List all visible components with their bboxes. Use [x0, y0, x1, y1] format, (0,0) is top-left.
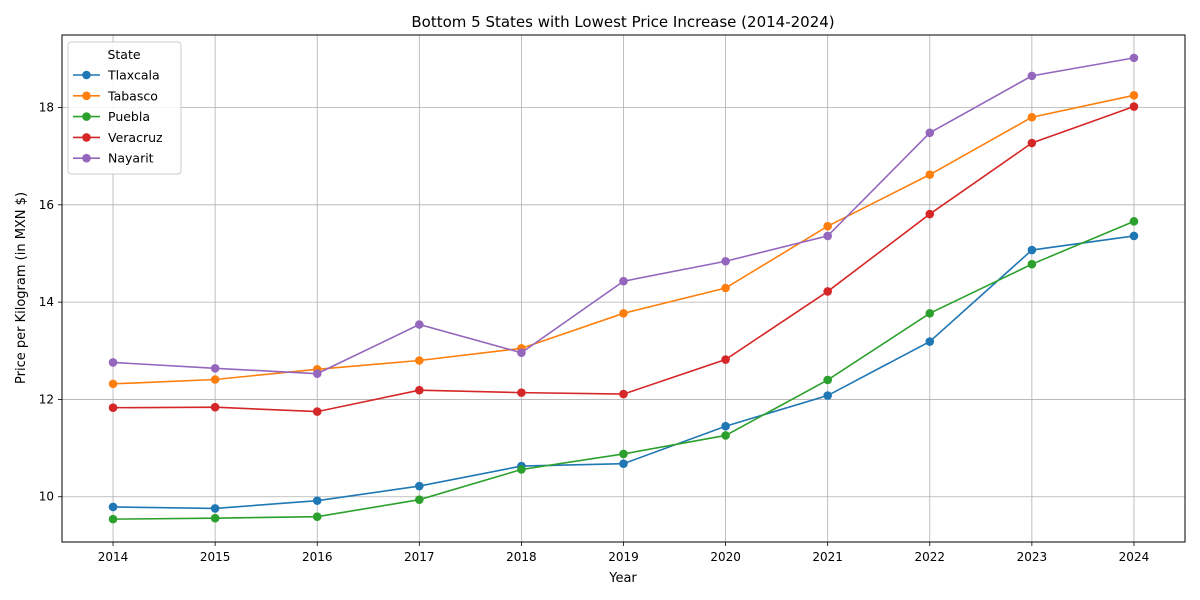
x-tick-label: 2020 [710, 550, 741, 564]
x-tick-label: 2024 [1119, 550, 1150, 564]
data-point [210, 402, 220, 412]
data-point [415, 320, 424, 329]
data-point [1027, 112, 1037, 122]
data-point [1129, 231, 1139, 241]
data-point [312, 369, 322, 378]
data-point [823, 391, 832, 400]
data-point [210, 375, 220, 384]
data-point [415, 495, 424, 504]
data-point [925, 209, 935, 219]
data-point [1129, 53, 1139, 63]
data-point [823, 231, 832, 241]
x-tick-label: 2016 [302, 550, 333, 564]
data-point [619, 389, 628, 399]
data-point [925, 170, 935, 179]
series-veracruz [108, 102, 1139, 416]
y-tick-label: 16 [39, 198, 54, 212]
data-point [415, 385, 424, 395]
data-point [108, 403, 118, 413]
x-tick-label: 2023 [1017, 550, 1048, 564]
data-point [210, 513, 220, 523]
data-point [721, 421, 730, 431]
axis-layer: 2014 2015 2016 2017 2018 2019 2020 2021 2022 2023… [39, 100, 1150, 564]
data-point [823, 375, 832, 385]
data-point [721, 283, 730, 293]
data-point [619, 276, 628, 286]
legend-marker [82, 91, 91, 101]
legend-marker [82, 133, 91, 142]
legend-label: Puebla [108, 109, 150, 124]
data-point [619, 309, 628, 318]
data-point [925, 309, 935, 318]
data-point [721, 431, 730, 440]
data-point [108, 358, 118, 367]
legend-item-tlaxcala: Tlaxcala [73, 68, 160, 83]
legend-label: Tlaxcala [107, 68, 160, 83]
data-point [823, 221, 832, 231]
data-point [619, 459, 628, 468]
x-tick-label: 2021 [812, 550, 843, 564]
series-puebla [108, 217, 1139, 524]
legend-marker [82, 70, 91, 80]
x-tick-label: 2022 [914, 550, 945, 564]
legend-label: Tabasco [107, 88, 158, 103]
x-tick-label: 2019 [608, 550, 639, 564]
data-point [1027, 259, 1037, 269]
data-point [1129, 102, 1139, 111]
data-point [721, 256, 730, 266]
legend-item-puebla: Puebla [73, 109, 150, 124]
grid-layer [62, 35, 1185, 542]
y-tick-label: 14 [39, 295, 54, 309]
data-point [823, 287, 832, 296]
data-point [108, 379, 118, 389]
data-point [517, 348, 526, 358]
legend-item-tabasco: Tabasco [73, 88, 158, 103]
data-point [312, 407, 322, 416]
series-layer [108, 53, 1139, 524]
data-point [108, 502, 118, 512]
data-point [108, 514, 118, 524]
legend-item-nayarit: Nayarit [73, 151, 154, 166]
data-point [721, 355, 730, 364]
data-point [312, 512, 322, 521]
data-point [517, 465, 526, 474]
data-point [1129, 217, 1139, 226]
legend-marker [82, 112, 91, 121]
data-point [312, 496, 322, 505]
data-point [415, 356, 424, 365]
x-tick-label: 2014 [98, 550, 129, 564]
chart-title: Bottom 5 States with Lowest Price Increa… [411, 13, 834, 31]
legend-items: Tlaxcala Tabasco Puebla Veracruz Nayarit [73, 68, 163, 166]
data-point [1027, 71, 1037, 81]
data-point [210, 504, 220, 513]
series-tlaxcala [108, 231, 1139, 513]
x-tick-label: 2015 [200, 550, 231, 564]
legend: State Tlaxcala Tabasco Puebla Veracruz Nayar… [67, 41, 182, 175]
legend-title: State [107, 47, 140, 62]
y-tick-label: 18 [39, 100, 54, 114]
data-point [1027, 245, 1037, 255]
data-point [415, 481, 424, 491]
data-point [210, 363, 220, 373]
data-point [517, 388, 526, 397]
x-tick-label: 2018 [506, 550, 537, 564]
y-tick-label: 12 [39, 392, 54, 406]
x-axis-label: Year [608, 571, 637, 586]
data-point [1027, 138, 1037, 148]
data-point [925, 128, 935, 138]
legend-item-veracruz: Veracruz [73, 130, 163, 145]
series-nayarit [108, 53, 1139, 378]
legend-label: Veracruz [108, 130, 163, 145]
data-point [619, 449, 628, 459]
y-tick-label: 10 [39, 490, 54, 504]
legend-marker [82, 153, 91, 163]
legend-label: Nayarit [108, 151, 154, 166]
data-point [1129, 91, 1139, 100]
data-point [925, 337, 935, 346]
x-tick-label: 2017 [404, 550, 435, 564]
y-axis-label: Price per Kilogram (in MXN $) [14, 192, 29, 384]
